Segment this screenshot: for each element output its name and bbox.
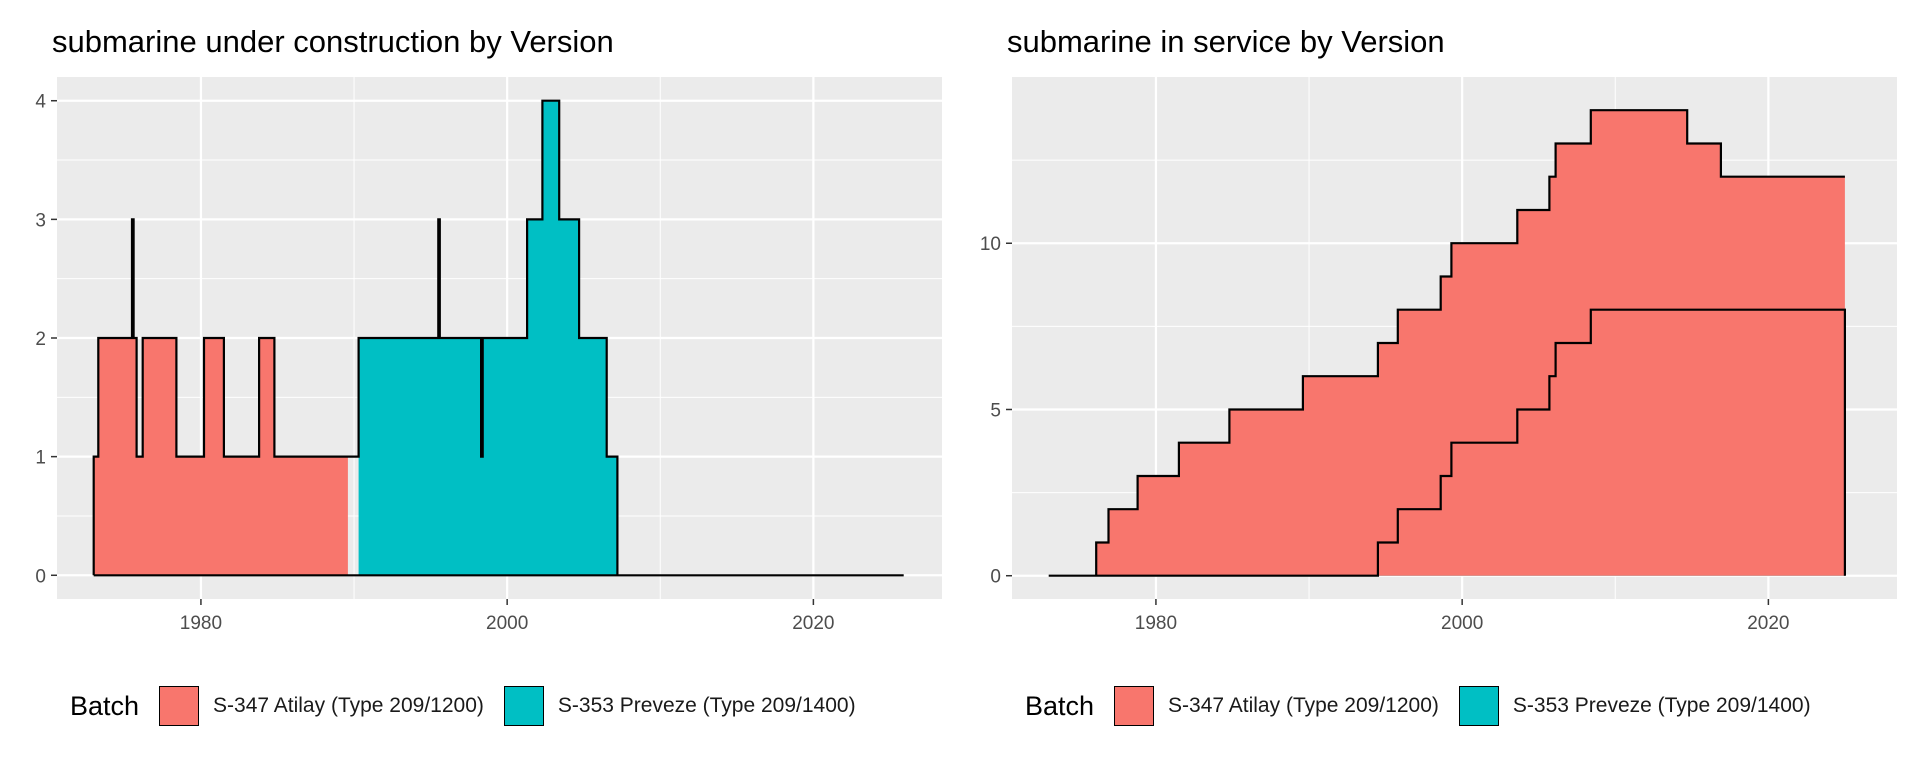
legend-label-preveze: S-353 Preveze (Type 209/1400) (557, 694, 856, 717)
x-tick-label: 2000 (1441, 613, 1483, 634)
y-tick-label: 10 (980, 234, 1001, 255)
area-outline (1095, 109, 1845, 576)
area-preveze (347, 100, 618, 576)
area-atilay (93, 219, 348, 576)
x-tick-label: 2000 (486, 613, 528, 634)
y-tick-label: 1 (35, 448, 46, 469)
x-tick-label: 1980 (180, 613, 222, 634)
legend-label-atilay: S-347 Atilay (Type 209/1200) (1168, 694, 1439, 717)
chart-panel-under-construction: submarine under construction by Version … (35, 24, 942, 732)
y-tick-label: 3 (35, 210, 46, 231)
legend-key-preveze (503, 686, 544, 726)
y-tick-label: 2 (35, 329, 46, 350)
legend: Batch S-347 Atilay (Type 209/1200) S-353… (1025, 680, 1831, 732)
y-tick-label: 0 (990, 567, 1001, 588)
y-tick-label: 5 (990, 400, 1001, 421)
legend-key-atilay (1114, 686, 1155, 726)
x-tick-label: 2020 (792, 613, 834, 634)
y-tick-label: 0 (35, 566, 46, 587)
legend-title: Batch (70, 690, 140, 721)
chart-title: submarine in service by Version (1007, 24, 1445, 59)
area-outline (1048, 308, 1847, 577)
y-tick-label: 4 (35, 92, 46, 113)
x-tick-label: 2020 (1747, 613, 1789, 634)
legend-label-atilay: S-347 Atilay (Type 209/1200) (213, 694, 484, 717)
legend-label-preveze: S-353 Preveze (Type 209/1400) (1512, 694, 1811, 717)
x-tick-label: 1980 (1135, 613, 1177, 634)
chart-title: submarine under construction by Version (52, 24, 614, 59)
area-atilay (1096, 110, 1845, 576)
legend-title: Batch (1025, 690, 1095, 721)
legend-key-atilay (159, 686, 200, 726)
area-outline (92, 99, 904, 577)
legend-key-preveze (1458, 686, 1499, 726)
legend: Batch S-347 Atilay (Type 209/1200) S-353… (70, 680, 876, 732)
chart-panel-in-service: submarine in service by Version 1980 2000… (955, 0, 1915, 768)
chart-plot: 1980 2000 2020 0 5 10 (980, 77, 1897, 634)
chart-plot: 1980 2000 2020 0 1 2 3 4 (35, 77, 942, 634)
